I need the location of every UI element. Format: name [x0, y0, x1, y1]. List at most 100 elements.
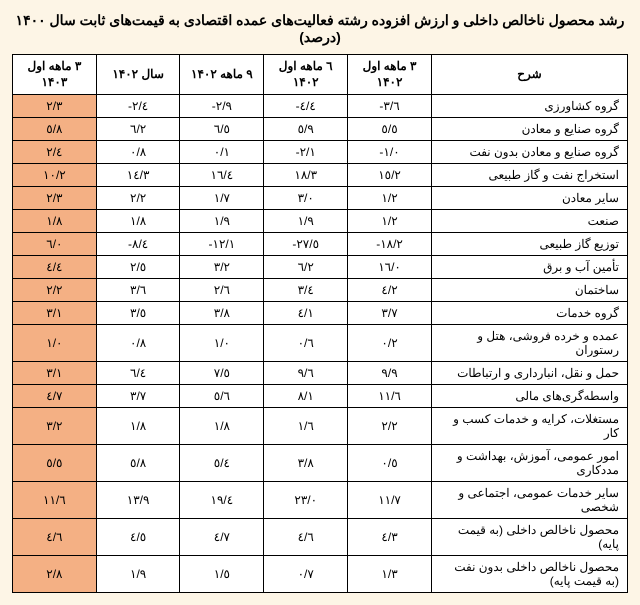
- row-desc: گروه صنایع و معادن: [431, 118, 627, 141]
- row-value: ۰/۸: [96, 141, 180, 164]
- row-desc: گروه خدمات: [431, 302, 627, 325]
- row-value: ۱/٥: [180, 556, 264, 593]
- row-value: ۱/۸: [96, 210, 180, 233]
- row-value: ۱٥/۲: [348, 164, 432, 187]
- table-row: استخراج نفت و گاز طبیعی۱٥/۲۱۸/۳۱٦/٤۱٤/۳۱…: [13, 164, 628, 187]
- row-value: ٥/۸: [96, 445, 180, 482]
- table-row: تأمین آب و برق۱٦/۰٦/۲۳/۲۲/٥٤/٤: [13, 256, 628, 279]
- row-value: ۷/٥: [180, 362, 264, 385]
- page-title: رشد محصول ناخالص داخلی و ارزش افزوده رشت…: [12, 12, 628, 46]
- row-desc: محصول ناخالص داخلی (به قیمت پایه): [431, 519, 627, 556]
- row-desc: استخراج نفت و گاز طبیعی: [431, 164, 627, 187]
- row-value: ٤/۳: [348, 519, 432, 556]
- table-row: توزیع گاز طبیعی-۱۸/۲-۲۷/٥-۱۲/۱-۸/٤٦/۰: [13, 233, 628, 256]
- row-value: ۲/۸: [13, 556, 97, 593]
- table-row: صنعت۱/۲۱/۹۱/۹۱/۸۱/۸: [13, 210, 628, 233]
- row-desc: عمده و خرده فروشی، هتل و رستوران: [431, 325, 627, 362]
- table-row: ساختمان٤/۲۳/٤۲/٦۳/٦۲/۲: [13, 279, 628, 302]
- row-value: ۲/۲: [348, 408, 432, 445]
- row-desc: واسطه‌گری‌های مالی: [431, 385, 627, 408]
- header-c1: ۳ ماهه اول ۱۴۰۲: [348, 55, 432, 95]
- row-value: ۳/۸: [180, 302, 264, 325]
- row-value: -۳/٦: [348, 95, 432, 118]
- row-value: ٦/۲: [264, 256, 348, 279]
- row-value: -۱۸/۲: [348, 233, 432, 256]
- row-value: ٥/۸: [13, 118, 97, 141]
- row-value: -۸/٤: [96, 233, 180, 256]
- row-value: ۲/٥: [96, 256, 180, 279]
- row-value: ۱٦/٤: [180, 164, 264, 187]
- row-value: -۲۷/٥: [264, 233, 348, 256]
- row-desc: حمل و نقل، انبارداری و ارتباطات: [431, 362, 627, 385]
- row-value: ۲۳/۰: [264, 482, 348, 519]
- table-row: سایر معادن۱/۲۳/۰۱/۷۲/۲۲/۳: [13, 187, 628, 210]
- row-value: ۲/٤: [13, 141, 97, 164]
- row-value: ۱/۸: [96, 408, 180, 445]
- table-row: محصول ناخالص داخلی بدون نفت (به قیمت پای…: [13, 556, 628, 593]
- table-row: عمده و خرده فروشی، هتل و رستوران۰/۲۰/٦۱/…: [13, 325, 628, 362]
- header-c3: ۹ ماهه ۱۴۰۲: [180, 55, 264, 95]
- table-row: مستغلات، کرایه و خدمات کسب و کار۲/۲۱/٦۱/…: [13, 408, 628, 445]
- row-value: ۳/۱: [13, 302, 97, 325]
- table-row: گروه کشاورزی-۳/٦-٤/٤-۲/۹-۲/٤۲/۳: [13, 95, 628, 118]
- row-value: ۳/٥: [96, 302, 180, 325]
- row-value: ۱٤/۳: [96, 164, 180, 187]
- header-c4: سال ۱۴۰۲: [96, 55, 180, 95]
- row-value: ٤/۷: [13, 385, 97, 408]
- row-value: ۳/۷: [348, 302, 432, 325]
- row-value: -۱۲/۱: [180, 233, 264, 256]
- row-value: ۰/۱: [180, 141, 264, 164]
- row-value: ۲/٦: [180, 279, 264, 302]
- row-value: ۱۱/٦: [13, 482, 97, 519]
- row-value: ۳/۲: [13, 408, 97, 445]
- row-value: ۱/۹: [264, 210, 348, 233]
- row-desc: توزیع گاز طبیعی: [431, 233, 627, 256]
- row-value: ۱/۸: [180, 408, 264, 445]
- row-value: ۲/۳: [13, 187, 97, 210]
- table-row: واسطه‌گری‌های مالی۱۱/٦۸/۱٥/٦۳/۷٤/۷: [13, 385, 628, 408]
- row-value: ۱/٦: [264, 408, 348, 445]
- row-value: ٤/۷: [180, 519, 264, 556]
- row-value: ۳/٤: [264, 279, 348, 302]
- row-value: ۲/۲: [96, 187, 180, 210]
- row-value: ٥/٤: [180, 445, 264, 482]
- row-desc: تأمین آب و برق: [431, 256, 627, 279]
- header-c5: ۳ ماهه اول ۱۴۰۳: [13, 55, 97, 95]
- row-value: ۱/۰: [180, 325, 264, 362]
- row-value: ۱۱/۷: [348, 482, 432, 519]
- row-desc: مستغلات، کرایه و خدمات کسب و کار: [431, 408, 627, 445]
- row-value: ۳/۰: [264, 187, 348, 210]
- row-value: ۹/۹: [348, 362, 432, 385]
- row-value: -۲/۹: [180, 95, 264, 118]
- row-value: ۲/۳: [13, 95, 97, 118]
- row-value: ۰/۲: [348, 325, 432, 362]
- row-value: ٤/٥: [96, 519, 180, 556]
- row-value: -۲/۱: [264, 141, 348, 164]
- table-row: امور عمومی، آموزش، بهداشت و مددکاری۰/٥۳/…: [13, 445, 628, 482]
- table-row: سایر خدمات عمومی، اجتماعی و شخصی۱۱/۷۲۳/۰…: [13, 482, 628, 519]
- row-value: ۱/۹: [180, 210, 264, 233]
- table-row: گروه خدمات۳/۷٤/۱۳/۸۳/٥۳/۱: [13, 302, 628, 325]
- row-value: ٦/٥: [180, 118, 264, 141]
- row-desc: گروه کشاورزی: [431, 95, 627, 118]
- row-desc: گروه صنایع و معادن بدون نفت: [431, 141, 627, 164]
- row-value: ۱/۸: [13, 210, 97, 233]
- row-value: -۱/۰: [348, 141, 432, 164]
- row-value: ۱٦/۰: [348, 256, 432, 279]
- row-value: ۳/۲: [180, 256, 264, 279]
- row-value: ۰/۸: [96, 325, 180, 362]
- row-value: ۹/٦: [264, 362, 348, 385]
- row-desc: محصول ناخالص داخلی بدون نفت (به قیمت پای…: [431, 556, 627, 593]
- header-desc: شرح: [431, 55, 627, 95]
- row-value: ۱۹/٤: [180, 482, 264, 519]
- row-desc: سایر خدمات عمومی، اجتماعی و شخصی: [431, 482, 627, 519]
- row-value: ۲/۲: [13, 279, 97, 302]
- row-value: -٤/٤: [264, 95, 348, 118]
- gdp-table: شرح ۳ ماهه اول ۱۴۰۲ ٦ ماهه اول ۱۴۰۲ ۹ ما…: [12, 54, 628, 593]
- header-c2: ٦ ماهه اول ۱۴۰۲: [264, 55, 348, 95]
- row-desc: سایر معادن: [431, 187, 627, 210]
- row-value: ٥/۹: [264, 118, 348, 141]
- row-value: ٤/٦: [13, 519, 97, 556]
- row-value: ۱/۳: [348, 556, 432, 593]
- row-value: ۱/۹: [96, 556, 180, 593]
